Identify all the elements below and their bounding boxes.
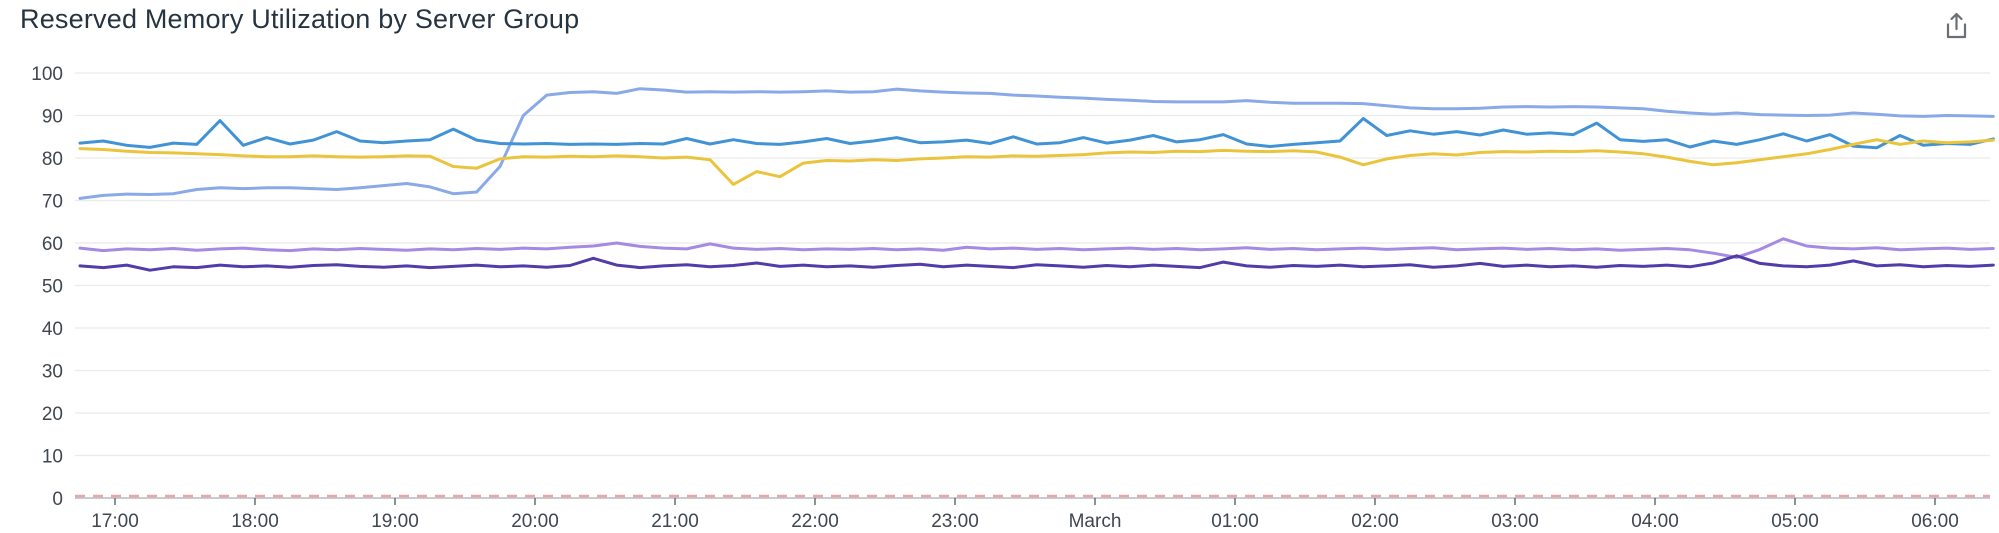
y-tick-label: 90 [42, 107, 63, 128]
x-tick-label: 03:00 [1491, 511, 1539, 532]
y-tick-label: 50 [42, 277, 63, 298]
y-tick-label: 10 [42, 447, 63, 468]
chart-title: Reserved Memory Utilization by Server Gr… [20, 4, 580, 34]
x-tick-label: 04:00 [1631, 511, 1679, 532]
x-tick-label: 19:00 [371, 511, 419, 532]
y-tick-label: 0 [52, 489, 63, 510]
export-button[interactable] [1937, 6, 1975, 44]
x-tick-label: 05:00 [1771, 511, 1819, 532]
export-icon [1946, 12, 1966, 38]
y-tick-label: 20 [42, 404, 63, 425]
yellow-series-line [78, 138, 1995, 186]
y-tick-label: 100 [31, 64, 63, 85]
y-tick-label: 40 [42, 319, 63, 340]
y-tick-label: 70 [42, 192, 63, 213]
x-tick-label: 17:00 [91, 511, 139, 532]
x-tick-label: 18:00 [231, 511, 279, 532]
x-tick-label: 22:00 [791, 511, 839, 532]
y-tick-label: 60 [42, 234, 63, 255]
y-tick-label: 30 [42, 362, 63, 383]
x-tick-label: March [1069, 511, 1122, 532]
x-tick-label: 06:00 [1911, 511, 1959, 532]
light-purple-series-line [78, 237, 1995, 259]
x-tick-label: 02:00 [1351, 511, 1399, 532]
dark-purple-series-line [78, 254, 1995, 272]
y-tick-label: 80 [42, 149, 63, 170]
x-tick-label: 21:00 [651, 511, 699, 532]
x-tick-label: 23:00 [931, 511, 979, 532]
x-tick-label: 20:00 [511, 511, 559, 532]
light-blue-series-line [78, 87, 1995, 200]
blue-series-line [78, 117, 1995, 150]
x-tick-label: 01:00 [1211, 511, 1259, 532]
